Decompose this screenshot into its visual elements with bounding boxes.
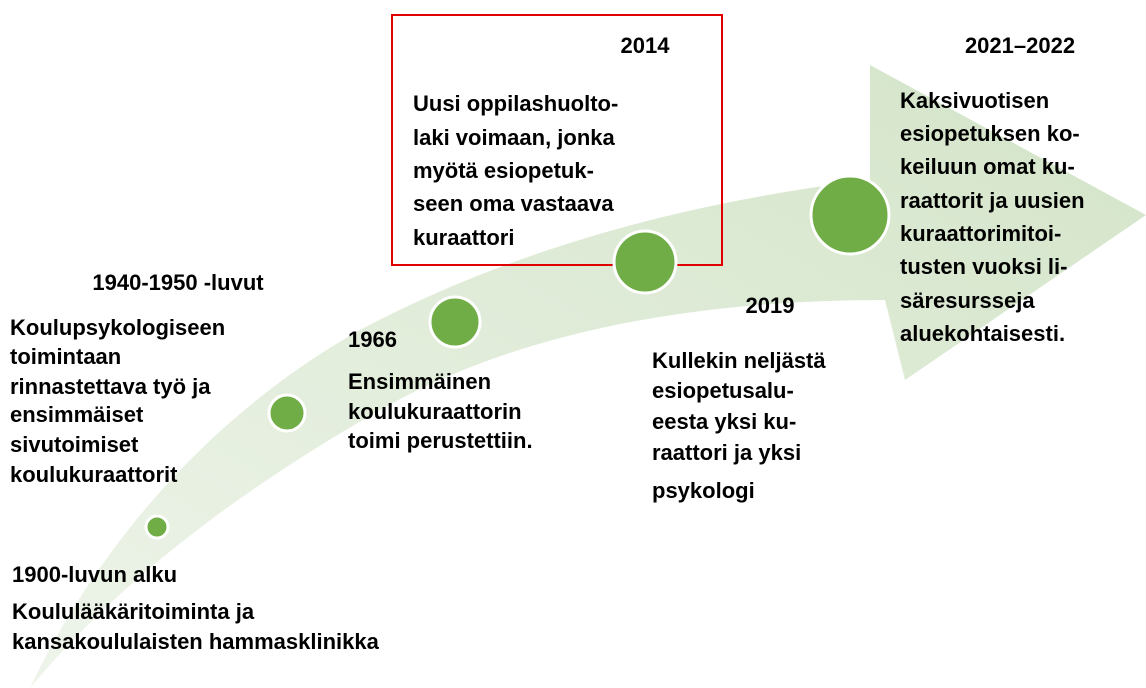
event-text: koulukuraattorit: [10, 462, 178, 487]
event-text: Koulupsykologiseen: [10, 315, 225, 340]
event-text: tusten vuoksi li-: [900, 254, 1067, 279]
milestone: [809, 174, 891, 256]
milestones: [144, 174, 891, 540]
event-text: koulukuraattorin: [348, 399, 522, 424]
event-text: rinnastettava työ ja: [10, 374, 211, 399]
event-text: ensimmäiset: [10, 402, 144, 427]
event-year: 2014: [621, 33, 671, 58]
highlight-box: [391, 14, 723, 266]
event-text: psykologi: [652, 478, 755, 503]
event-text: raattorit ja uusien: [900, 188, 1085, 213]
event-text: seen oma vastaava: [413, 191, 614, 216]
milestone: [428, 295, 482, 349]
event-text: esiopetuksen ko-: [900, 121, 1080, 146]
event-text: Kullekin neljästä: [652, 348, 826, 373]
event-text: Koululääkäritoiminta ja: [12, 599, 255, 624]
event-year: 2021–2022: [965, 33, 1075, 58]
event-text: kuraattori: [413, 225, 514, 250]
event-text: sivutoimiset: [10, 432, 139, 457]
milestone: [144, 514, 170, 540]
event-text: esiopetusalu-: [652, 378, 794, 403]
event-text: laki voimaan, jonka: [413, 125, 616, 150]
event-text: eesta yksi ku-: [652, 409, 796, 434]
event-text: toimintaan: [10, 344, 121, 369]
event-year: 2019: [746, 293, 795, 318]
event-text: keiluun omat ku-: [900, 154, 1075, 179]
event-text: kuraattorimitoi-: [900, 221, 1061, 246]
event-text: Uusi oppilashuolto-: [413, 91, 618, 116]
event-text: Kaksivuotisen: [900, 88, 1049, 113]
event-text: aluekohtaisesti.: [900, 321, 1065, 346]
event-year: 1940-1950 -luvut: [92, 270, 264, 295]
event-text: säresursseja: [900, 288, 1035, 313]
event-year: 1900-luvun alku: [12, 562, 177, 587]
milestone: [612, 229, 678, 295]
event-text: Ensimmäinen: [348, 369, 491, 394]
event-text: toimi perustettiin.: [348, 428, 533, 453]
event-year: 1966: [348, 327, 397, 352]
milestone: [267, 393, 307, 433]
event-text: myötä esiopetuk-: [413, 158, 594, 183]
event-text: kansakoululaisten hammasklinikka: [12, 629, 380, 654]
event-text: raattori ja yksi: [652, 440, 801, 465]
